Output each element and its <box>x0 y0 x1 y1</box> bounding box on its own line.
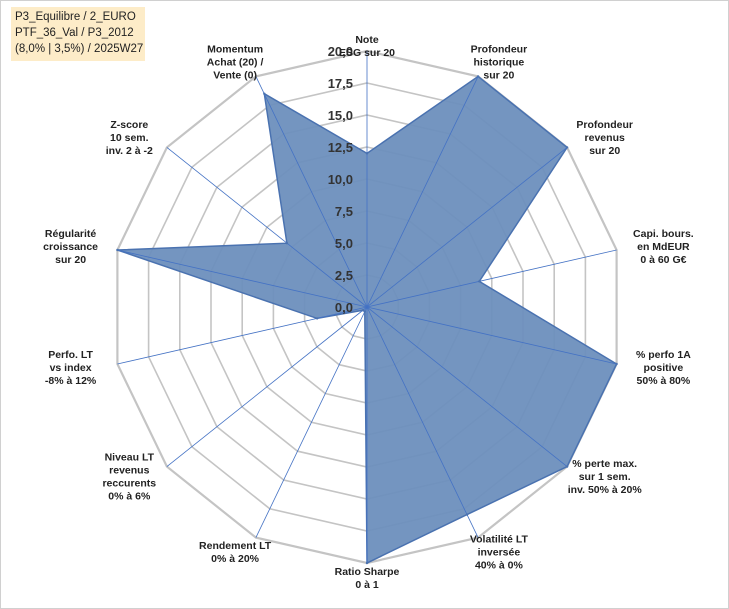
axis-label-line: revenus <box>109 465 149 477</box>
axis-label-line: 0% à 20% <box>211 553 260 565</box>
axis-label-line: Rendement LT <box>199 540 272 552</box>
axis-label-line: vs index <box>50 362 92 374</box>
tick-label: 10,0 <box>328 172 353 187</box>
axis-label-line: Note <box>355 34 378 46</box>
axis-label: % perte max. sur 1 sem. inv. 50% à 20% <box>568 458 643 496</box>
axis-label-line: Niveau LT <box>105 452 155 464</box>
data-point <box>365 152 369 155</box>
radar-spokes <box>117 51 617 563</box>
axis-label-line: reccurents <box>102 478 156 490</box>
tick-label: 7,5 <box>335 204 353 219</box>
axis-label: Perfo. LT vs index -8% à 12% <box>45 349 97 387</box>
tick-label: 0,0 <box>335 300 353 315</box>
axis-spoke <box>255 306 368 538</box>
axis-label-line: 0 à 60 G€ <box>640 254 686 266</box>
axis-label-line: sur 20 <box>55 254 86 266</box>
axis-spoke <box>166 147 368 308</box>
axis-label: Profondeur revenus sur 20 <box>576 119 633 157</box>
axis-label: Niveau LT revenus reccurents 0% à 6% <box>102 452 156 503</box>
axis-label: Profondeur historique sur 20 <box>471 43 528 81</box>
tick-label: 15,0 <box>328 108 353 123</box>
axis-label-line: % perfo 1A <box>636 349 691 361</box>
axis-label: Régularité croissance sur 20 <box>43 228 98 266</box>
axis-label-line: Achat (20) / <box>207 56 264 68</box>
axis-label: Note ESG sur 20 <box>339 34 395 59</box>
axis-label-line: Momentum <box>207 43 263 55</box>
data-point <box>365 561 369 565</box>
axis-label-line: historique <box>474 56 525 68</box>
axis-label-line: croissance <box>43 241 98 253</box>
axis-spoke <box>255 76 368 308</box>
axis-label: Capi. bours. en MdEUR 0 à 60 G€ <box>633 228 694 266</box>
axis-label: % perfo 1A positive 50% à 80% <box>636 349 691 387</box>
axis-spoke <box>366 147 568 308</box>
axis-label-line: inv. 2 à -2 <box>106 145 153 157</box>
axis-spoke <box>366 249 617 308</box>
tick-label: 5,0 <box>335 236 353 251</box>
axis-label: Ratio Sharpe 0 à 1 <box>335 566 400 591</box>
axis-label-line: positive <box>644 362 684 374</box>
data-point <box>565 465 569 468</box>
axis-spoke <box>366 306 617 365</box>
tick-label: 20,0 <box>328 44 353 59</box>
axis-label-line: Profondeur <box>471 43 528 55</box>
tick-label: 12,5 <box>328 140 353 155</box>
axis-label-line: revenus <box>585 132 625 144</box>
axis-label-line: en MdEUR <box>637 241 690 253</box>
data-point <box>363 310 366 313</box>
axis-spoke <box>166 306 368 467</box>
axis-spoke <box>366 306 568 467</box>
axis-label-line: Profondeur <box>576 119 633 131</box>
axis-spoke <box>117 249 368 308</box>
axis-label-line: inv. 50% à 20% <box>568 484 643 496</box>
axis-label: Z-score 10 sem. inv. 2 à -2 <box>106 119 153 157</box>
axis-label: Volatilité LT inversée 40% à 0% <box>470 534 529 572</box>
data-point <box>478 280 481 283</box>
data-point <box>565 146 569 149</box>
data-point <box>285 242 289 245</box>
axis-spoke <box>366 76 479 308</box>
axis-label-line: ESG sur 20 <box>339 47 395 59</box>
axis-label-line: 50% à 80% <box>637 375 691 387</box>
axis-label-line: Z-score <box>110 119 148 131</box>
data-point <box>361 309 365 312</box>
axis-label-line: inversée <box>478 547 521 559</box>
axis-label-line: 40% à 0% <box>475 560 524 572</box>
axis-label-line: Ratio Sharpe <box>335 566 400 578</box>
axis-label: Momentum Achat (20) / Vente (0) <box>207 43 264 81</box>
info-line-1: P3_Equilibre / 2_EURO <box>15 11 136 23</box>
axis-label-line: Volatilité LT <box>470 534 529 546</box>
axis-label: Rendement LT 0% à 20% <box>199 540 272 565</box>
axis-label-line: 10 sem. <box>110 132 149 144</box>
tick-label: 17,5 <box>328 76 353 91</box>
axis-label-line: % perte max. <box>572 458 637 470</box>
axis-label-line: 0% à 6% <box>108 491 151 503</box>
axis-label-line: Vente (0) <box>213 69 257 81</box>
tick-label: 2,5 <box>335 268 353 283</box>
info-line-3: (8,0% | 3,5%) / 2025W27 <box>15 43 144 55</box>
axis-spoke <box>117 306 368 365</box>
axis-label-line: Perfo. LT <box>48 349 93 361</box>
axis-label-line: sur 1 sem. <box>579 471 631 483</box>
data-point <box>476 75 480 78</box>
axis-label-line: -8% à 12% <box>45 375 97 387</box>
info-line-2: PTF_36_Val / P3_2012 <box>15 27 134 39</box>
axis-spoke <box>366 306 479 538</box>
data-point <box>465 513 469 516</box>
data-point <box>615 362 618 366</box>
data-point <box>315 317 319 320</box>
axis-label-line: 0 à 1 <box>355 579 379 591</box>
axis-label-line: Capi. bours. <box>633 228 694 240</box>
data-point <box>116 248 119 252</box>
data-point <box>263 92 266 95</box>
portfolio-info-box: P3_Equilibre / 2_EURO PTF_36_Val / P3_20… <box>11 7 145 61</box>
axis-label-line: Régularité <box>45 228 97 240</box>
axis-label-line: sur 20 <box>589 145 620 157</box>
axis-label-line: sur 20 <box>483 69 514 81</box>
